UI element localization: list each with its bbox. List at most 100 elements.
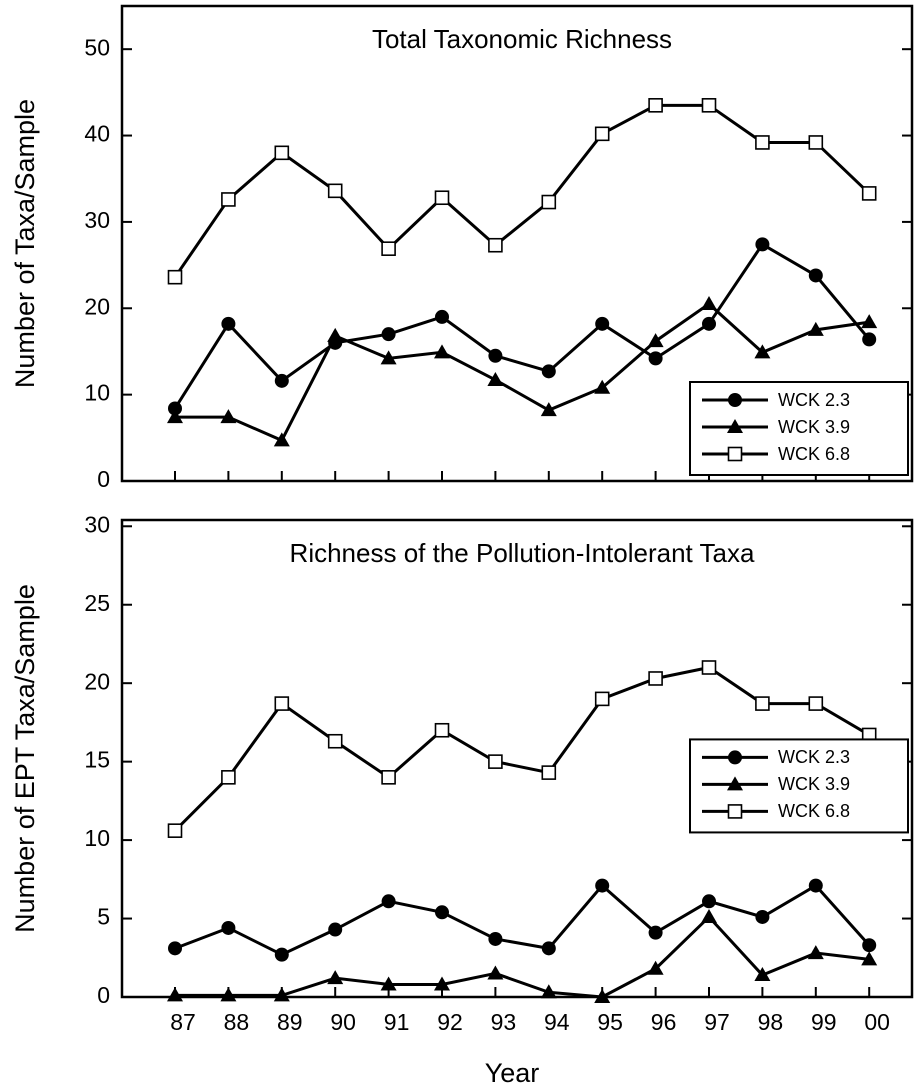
data-point	[274, 145, 290, 161]
data-point	[701, 98, 717, 113]
data-point	[648, 925, 663, 940]
data-point	[328, 922, 343, 937]
data-point	[221, 920, 236, 935]
data-point	[861, 186, 877, 201]
series-line	[173, 103, 871, 279]
y-tick-label: 30	[84, 207, 110, 233]
data-point	[435, 309, 449, 324]
data-point	[434, 976, 450, 991]
legend-label: WCK 2.3	[778, 747, 850, 767]
series-line	[173, 242, 871, 410]
series-line	[175, 302, 870, 443]
data-point	[488, 754, 503, 769]
legend-marker	[727, 776, 743, 791]
data-point	[755, 909, 770, 924]
data-point	[381, 327, 396, 342]
data-point	[327, 970, 344, 985]
legend-marker	[727, 804, 743, 819]
data-point	[701, 660, 717, 675]
y-tick-label: 0	[97, 982, 110, 1008]
data-point	[861, 951, 878, 966]
series-line	[175, 914, 870, 999]
x-tick-label: 00	[864, 1009, 890, 1035]
data-point	[327, 327, 344, 342]
data-point	[167, 409, 183, 424]
data-point	[594, 691, 610, 707]
x-tick-label: 98	[758, 1009, 784, 1035]
x-tick-label: 93	[491, 1009, 517, 1035]
data-point	[862, 332, 877, 347]
data-point	[541, 765, 557, 780]
data-point	[221, 770, 236, 785]
data-point	[540, 984, 557, 999]
legend-marker	[728, 393, 742, 407]
data-point	[595, 316, 610, 331]
x-tick-label: 87	[170, 1009, 196, 1035]
x-tick-label: 97	[704, 1009, 730, 1035]
data-point	[221, 316, 236, 331]
data-point	[220, 987, 237, 1002]
data-point	[220, 409, 237, 424]
y-tick-label: 30	[84, 511, 110, 537]
legend-label: WCK 3.9	[778, 774, 850, 794]
data-point	[702, 894, 716, 909]
plot-frame	[120, 518, 914, 999]
data-point	[380, 350, 397, 365]
y-tick-label: 10	[84, 825, 110, 851]
legend-label: WCK 2.3	[778, 390, 850, 410]
data-point	[541, 941, 556, 956]
data-point	[702, 316, 716, 331]
data-point	[594, 989, 611, 1003]
data-point	[541, 364, 556, 379]
data-point	[434, 344, 450, 359]
data-point	[274, 947, 289, 962]
data-point	[541, 194, 557, 210]
series-line	[173, 665, 870, 832]
data-point	[167, 823, 183, 838]
x-axis-label: Year	[485, 1058, 540, 1088]
data-point	[274, 696, 290, 711]
data-point	[807, 321, 824, 336]
x-tick-label: 94	[544, 1009, 570, 1035]
x-tick-label: 99	[811, 1009, 837, 1035]
x-tick-label: 91	[384, 1009, 410, 1035]
data-point	[273, 432, 290, 447]
data-point	[647, 333, 664, 348]
data-point	[755, 696, 770, 711]
plot-frame	[120, 4, 914, 483]
data-point	[595, 878, 610, 893]
data-point	[754, 967, 771, 982]
data-point	[755, 237, 770, 252]
data-point	[273, 987, 290, 1002]
y-tick-label: 0	[97, 466, 110, 492]
data-point	[435, 905, 449, 920]
data-point	[168, 401, 182, 416]
data-point	[381, 241, 396, 256]
data-point	[808, 135, 824, 150]
chart-title: Total Taxonomic Richness	[372, 24, 672, 54]
data-point	[167, 987, 183, 1002]
data-point	[861, 314, 878, 329]
data-point	[487, 965, 504, 980]
y-tick-label: 25	[84, 590, 110, 616]
series-line	[174, 883, 871, 957]
y-axis-label: Number of Taxa/Sample	[10, 99, 40, 388]
data-point	[327, 183, 343, 199]
y-tick-label: 15	[84, 747, 110, 773]
data-point	[808, 268, 823, 283]
x-tick-label: 95	[597, 1009, 623, 1035]
x-tick-label: 89	[277, 1009, 303, 1035]
data-point	[434, 722, 450, 738]
data-point	[487, 371, 504, 386]
legend-label: WCK 3.9	[778, 417, 850, 437]
data-point	[594, 126, 610, 142]
chart-title: Richness of the Pollution-Intolerant Tax…	[290, 538, 755, 568]
y-axis-label: Number of EPT Taxa/Sample	[10, 584, 40, 933]
data-point	[488, 237, 503, 253]
x-tick-label: 96	[651, 1009, 677, 1035]
data-point	[648, 98, 663, 113]
data-point	[808, 696, 824, 711]
data-point	[327, 733, 343, 749]
data-point	[701, 908, 717, 923]
